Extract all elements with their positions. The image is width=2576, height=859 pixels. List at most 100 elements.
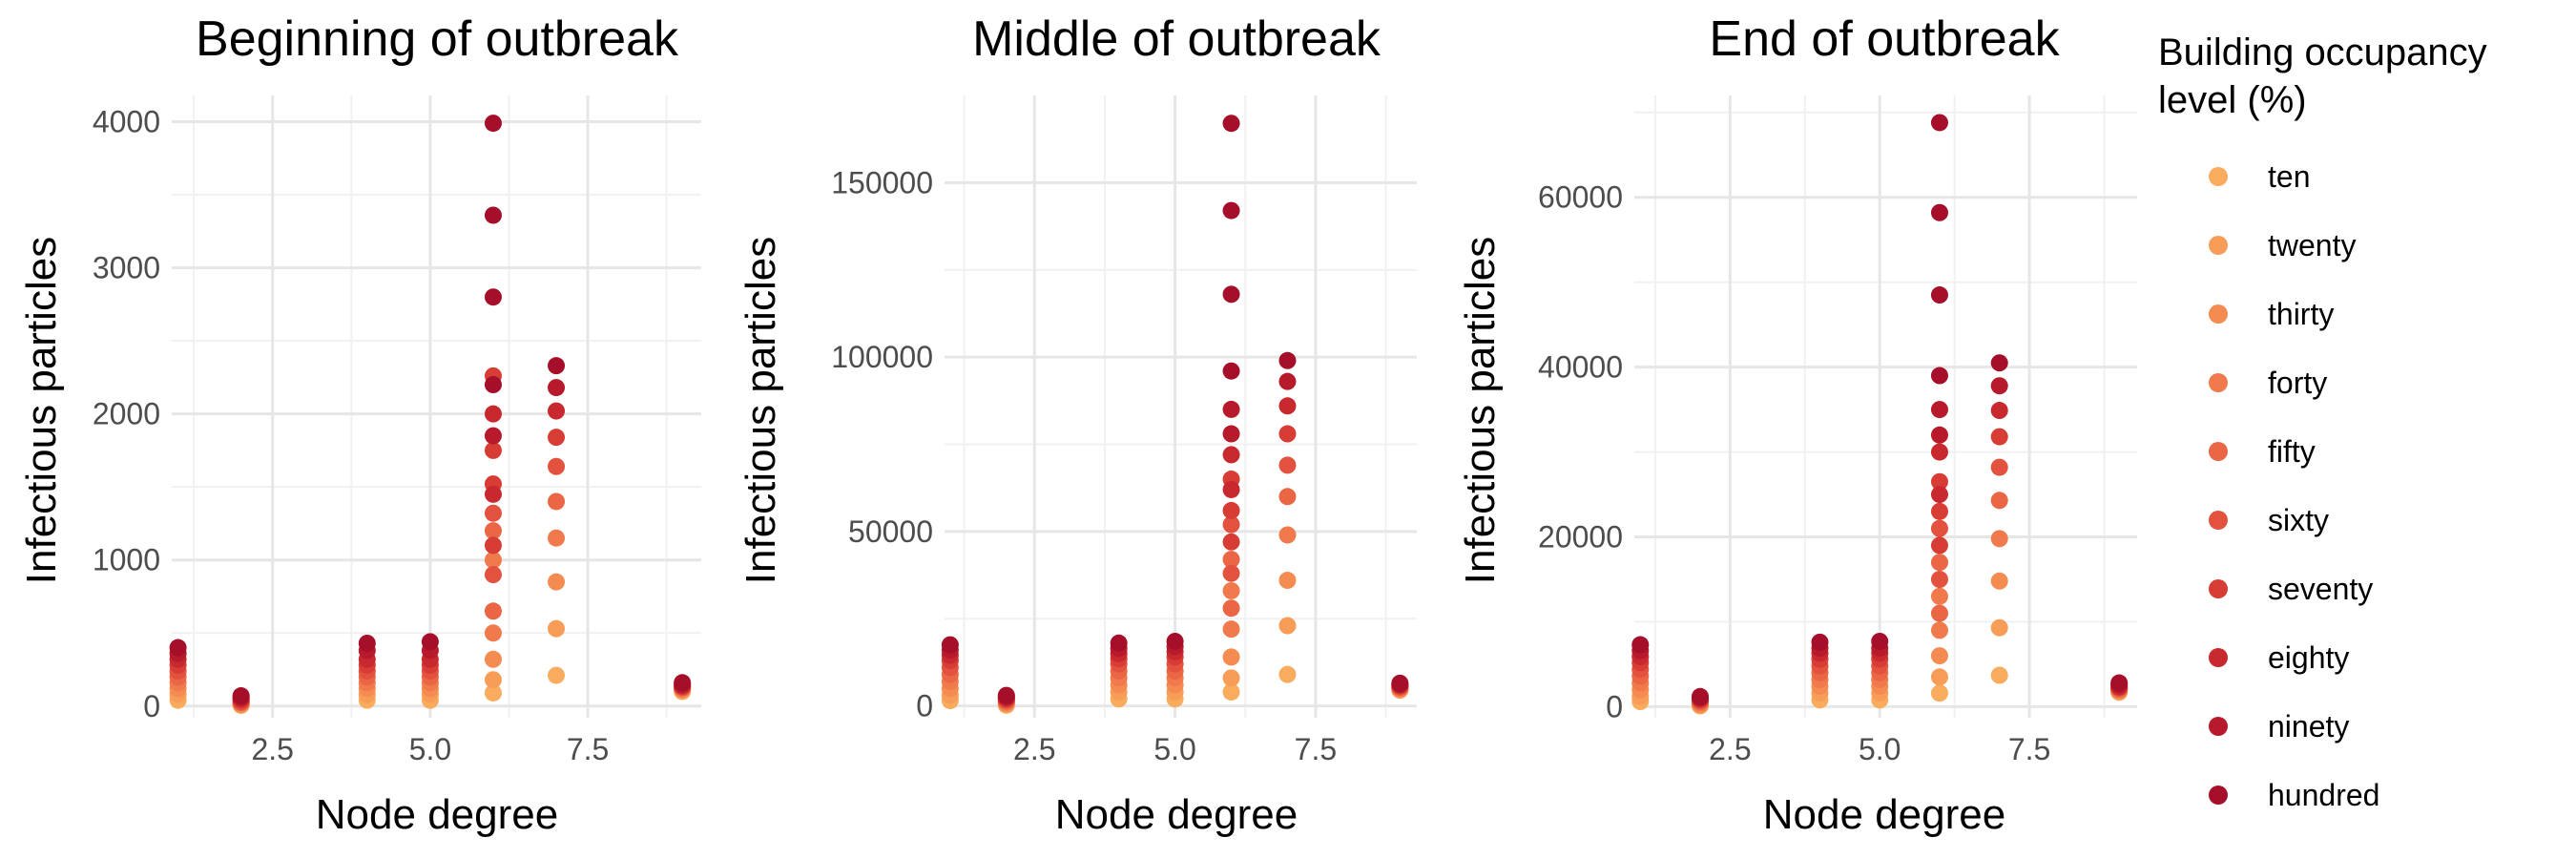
legend-title: Building occupancy	[2158, 31, 2487, 73]
point-hundred	[484, 376, 502, 394]
point-ten	[1222, 682, 1240, 701]
point-twenty	[1278, 617, 1297, 635]
y-axis-label: Infectious particles	[737, 237, 784, 584]
point-seventy	[1930, 502, 1948, 520]
legend-key-thirty	[2209, 304, 2228, 324]
y-tick-label: 0	[1606, 689, 1623, 723]
x-tick-label: 2.5	[1013, 732, 1055, 766]
plot-area: 2.5 5.0 7.5 0 1000 2000 3000 4000	[93, 95, 701, 766]
point-twenty	[1930, 668, 1948, 686]
point-ninety	[1930, 401, 1948, 419]
point-sixty	[1222, 564, 1240, 582]
y-tick-label: 50000	[848, 514, 933, 549]
legend-key-sixty	[2209, 511, 2228, 530]
point-eighty	[1930, 443, 1948, 461]
point-hundred	[941, 636, 959, 654]
y-tick-label: 100000	[831, 340, 933, 374]
point-eighty	[1222, 480, 1240, 498]
point-hundred	[1110, 634, 1128, 652]
point-thirty	[1930, 647, 1948, 665]
point-ninety	[1990, 377, 2008, 395]
point-ninety	[548, 379, 566, 397]
point-forty	[484, 624, 502, 642]
point-fifty	[1222, 599, 1240, 618]
point-hundred	[674, 674, 692, 692]
point-ten	[1990, 666, 2008, 684]
point-hundred	[484, 115, 502, 133]
point-fifty	[1278, 488, 1297, 506]
point-fifty	[484, 602, 502, 620]
point-hundred	[421, 633, 439, 651]
point-ninety	[484, 427, 502, 445]
point-hundred	[1990, 354, 2008, 372]
point-seventy	[484, 536, 502, 555]
legend-label: twenty	[2268, 228, 2356, 262]
point-hundred	[1222, 201, 1240, 220]
point-twenty	[1222, 669, 1240, 687]
point-forty	[548, 529, 566, 547]
y-tick-label: 150000	[831, 165, 933, 199]
legend-label: ten	[2268, 159, 2310, 194]
point-hundred	[232, 687, 250, 705]
point-fifty	[1990, 492, 2008, 510]
point-twenty	[548, 619, 566, 638]
legend-key-eighty	[2209, 648, 2228, 667]
x-axis-label: Node degree	[1763, 791, 2005, 838]
y-tick-label: 0	[143, 689, 160, 723]
y-axis-label: Infectious particles	[18, 237, 65, 584]
point-fifty	[1930, 554, 1948, 572]
x-axis-label: Node degree	[1055, 791, 1298, 838]
y-tick-label: 4000	[93, 105, 160, 139]
point-hundred	[997, 686, 1015, 704]
x-tick-label: 5.0	[1859, 732, 1901, 766]
point-seventy	[1278, 425, 1297, 443]
point-forty	[1278, 526, 1297, 544]
point-hundred	[1692, 687, 1710, 705]
point-hundred	[1222, 362, 1240, 380]
point-hundred	[1930, 367, 1948, 385]
point-thirty	[1222, 648, 1240, 666]
point-hundred	[1631, 636, 1650, 654]
x-tick-label: 7.5	[567, 732, 609, 766]
point-eighty	[548, 402, 566, 420]
point-hundred	[1222, 285, 1240, 304]
legend-label: eighty	[2268, 640, 2349, 675]
point-seventy	[1930, 536, 1948, 555]
y-tick-label: 2000	[93, 397, 160, 431]
point-ninety	[1222, 400, 1240, 418]
point-eighty	[484, 485, 502, 503]
panel-title: Middle of outbreak	[972, 11, 1381, 67]
point-thirty	[548, 573, 566, 591]
point-forty	[1222, 620, 1240, 639]
legend-key-fifty	[2209, 442, 2228, 461]
point-ninety	[1930, 426, 1948, 444]
x-tick-label: 7.5	[2008, 732, 2050, 766]
plot-area: 2.5 5.0 7.5 0 20000 40000 60000	[1538, 95, 2137, 766]
legend-label: seventy	[2268, 572, 2373, 606]
legend-entries: ten twenty thirty forty fifty sixty seventy eig…	[2209, 159, 2379, 812]
point-hundred	[2110, 674, 2129, 692]
point-hundred	[1871, 632, 1889, 650]
legend-label: fifty	[2268, 434, 2316, 469]
point-twenty	[1990, 618, 2008, 637]
point-eighty	[1222, 446, 1240, 464]
panel-end: End of outbreak Infectious particles Nod…	[1457, 11, 2137, 838]
y-tick-label: 0	[916, 689, 933, 723]
x-tick-label: 5.0	[1153, 732, 1195, 766]
point-hundred	[1391, 674, 1409, 692]
y-tick-label: 1000	[93, 543, 160, 577]
point-hundred	[1166, 632, 1184, 650]
x-tick-label: 2.5	[1709, 732, 1751, 766]
point-hundred	[548, 357, 566, 375]
point-thirty	[1990, 572, 2008, 590]
point-eighty	[1278, 397, 1297, 415]
point-thirty	[1278, 572, 1297, 590]
point-seventy	[548, 429, 566, 447]
y-axis-label: Infectious particles	[1457, 237, 1504, 584]
point-fifty	[484, 522, 502, 540]
point-eighty	[1930, 486, 1948, 504]
point-ten	[484, 683, 502, 702]
point-forty	[1222, 581, 1240, 599]
point-sixty	[484, 566, 502, 584]
legend-label: sixty	[2268, 503, 2329, 537]
